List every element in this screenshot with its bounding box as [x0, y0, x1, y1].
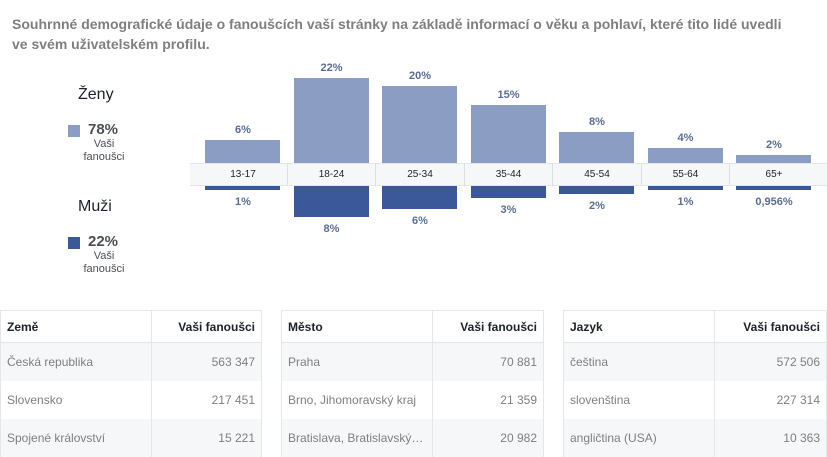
table-row: Bratislava, Bratislavský… 20 982 [282, 419, 543, 457]
women-bar[interactable] [559, 132, 634, 163]
axis-separator [286, 163, 288, 186]
table-row: Slovensko 217 451 [1, 381, 261, 419]
women-bar-label: 15% [497, 89, 520, 102]
table-row: čeština 572 506 [564, 343, 826, 381]
men-bar-label: 6% [412, 215, 428, 228]
table-cell-name: Česká republika [7, 355, 94, 369]
women-bar[interactable] [382, 85, 457, 163]
column-divider [432, 311, 433, 457]
men-bar-label: 1% [677, 195, 694, 208]
men-bar-label: 8% [323, 222, 340, 235]
legend-men-swatch [68, 237, 80, 249]
table-cell-value: 217 451 [211, 393, 255, 407]
age-category-label: 25-34 [407, 169, 433, 180]
legend-women-pct: 78% [88, 121, 119, 138]
legend-men-pct: 22% [88, 233, 119, 250]
column-divider [714, 311, 715, 457]
legend-men-sub: Vaši fanoušci [83, 250, 125, 275]
table-row: angličtina (USA) 10 363 [564, 419, 826, 457]
age-category-label: 45-54 [584, 169, 610, 180]
table-header-row: Jazyk Vaši fanoušci [564, 311, 826, 343]
women-bar[interactable] [736, 155, 811, 163]
women-bar-label: 2% [766, 139, 782, 152]
table-row: slovenština 227 314 [564, 381, 826, 419]
age-category-label: 65+ [765, 169, 783, 180]
men-bar[interactable] [470, 186, 546, 198]
column-header-fans[interactable]: Vaši fanoušci [460, 319, 537, 334]
column-header-fans[interactable]: Vaši fanoušci [743, 319, 820, 334]
table-row: Praha 70 881 [282, 343, 543, 381]
table-row: Spojené království 15 221 [1, 419, 261, 457]
women-bar-label: 8% [589, 116, 605, 129]
women-bar[interactable] [205, 139, 280, 163]
legend-women-sub: Vaši fanoušci [83, 138, 125, 163]
column-divider [151, 311, 152, 457]
table-cell-value: 10 363 [783, 431, 820, 445]
countries-table: Země Vaši fanoušci Česká republika 563 347 S… [0, 310, 262, 457]
women-bar[interactable] [293, 78, 369, 163]
table-cell-name: Slovensko [7, 393, 63, 407]
table-cell-name: slovenština [570, 393, 631, 407]
men-bar-label: 3% [500, 203, 517, 216]
column-header-name[interactable]: Země [7, 319, 39, 334]
column-header-name[interactable]: Jazyk [570, 319, 603, 334]
table-cell-value: 70 881 [500, 355, 537, 369]
table-cell-name: angličtina (USA) [570, 431, 657, 445]
legend-women-title: Ženy [78, 86, 114, 103]
table-header-row: Město Vaši fanoušci [282, 311, 543, 343]
axis-separator [375, 163, 376, 186]
age-gender-chart: 13-17 6% 1% 18-24 22% 8% 25-34 20% 6% 35-44 15% 3% 4… [190, 62, 827, 235]
men-bar[interactable] [647, 186, 723, 190]
age-category-label: 35-44 [495, 169, 522, 180]
summary-description: Souhrnné demografické údaje o fanoušcích… [12, 16, 782, 52]
legend-women-swatch [68, 125, 80, 137]
women-bar-label: 4% [677, 131, 694, 144]
axis-separator [552, 163, 553, 186]
age-axis-band [190, 163, 827, 186]
table-cell-value: 20 982 [500, 431, 537, 445]
men-bar[interactable] [382, 186, 457, 210]
women-bar-label: 20% [408, 69, 432, 82]
table-cell-value: 227 314 [776, 393, 820, 407]
men-bar-label: 2% [589, 199, 605, 212]
age-category-label: 13-17 [230, 169, 256, 180]
axis-separator [640, 163, 642, 186]
table-cell-value: 15 221 [218, 431, 255, 445]
age-category-label: 18-24 [318, 169, 345, 180]
legend-men-title: Muži [78, 198, 112, 215]
men-bar[interactable] [205, 186, 280, 190]
tables-area: Země Vaši fanoušci Česká republika 563 347 S… [0, 310, 827, 457]
table-row: Brno, Jihomoravský kraj 21 359 [282, 381, 543, 419]
men-bar[interactable] [293, 186, 369, 217]
axis-separator [463, 163, 465, 186]
table-row: Česká republika 563 347 [1, 343, 261, 381]
table-cell-name: Bratislava, Bratislavský… [288, 431, 424, 445]
men-bar-label: 0,956% [755, 195, 793, 208]
men-bar[interactable] [559, 186, 634, 194]
table-cell-value: 21 359 [500, 393, 537, 407]
languages-table: Jazyk Vaši fanoušci čeština 572 506 slovenšt… [563, 310, 827, 457]
table-cell-value: 563 347 [211, 355, 255, 369]
women-bar-label: 22% [320, 62, 343, 74]
women-bar-label: 6% [235, 123, 251, 136]
table-cell-name: čeština [570, 355, 609, 369]
women-bar[interactable] [470, 105, 546, 163]
axis-separator [729, 163, 730, 186]
table-cell-name: Praha [288, 355, 321, 369]
men-bar[interactable] [736, 186, 811, 190]
table-cell-name: Spojené království [7, 431, 106, 445]
column-header-fans[interactable]: Vaši fanoušci [178, 319, 255, 334]
table-header-row: Země Vaši fanoušci [1, 311, 261, 343]
women-bar[interactable] [647, 147, 723, 163]
table-cell-name: Brno, Jihomoravský kraj [288, 393, 417, 407]
men-bar-label: 1% [235, 195, 251, 208]
age-category-label: 55-64 [672, 169, 699, 180]
column-header-name[interactable]: Město [288, 319, 323, 334]
table-cell-value: 572 506 [776, 355, 820, 369]
cities-table: Město Vaši fanoušci Praha 70 881 Brno, Jihom… [281, 310, 544, 457]
